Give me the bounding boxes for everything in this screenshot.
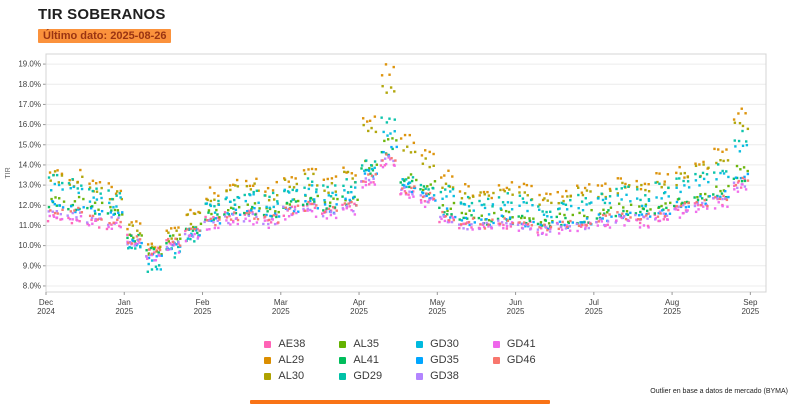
legend-label: GD35: [430, 354, 459, 366]
x-tick-label-year: 2025: [507, 307, 525, 316]
legend-marker-icon: [416, 356, 424, 364]
legend-label: GD46: [506, 354, 536, 366]
legend-item-al30: AL30: [264, 370, 305, 382]
source-caption: Outlier en base a datos de mercado (BYMA…: [650, 388, 788, 395]
legend: AE38 AL29 AL30 AL35 AL41 GD29 GD30 GD35 GD38 GD41…: [0, 338, 800, 382]
y-tick-label: 15.0%: [18, 140, 41, 149]
legend-item-ae38: AE38: [264, 338, 305, 350]
chart-title: TIR SOBERANOS: [38, 6, 166, 23]
cropped-footer-line: [250, 400, 550, 404]
y-tick-label: 12.0%: [18, 201, 41, 210]
legend-item-al35: AL35: [339, 338, 382, 350]
x-tick-label-year: 2025: [428, 307, 446, 316]
x-tick-label-year: 2025: [272, 307, 290, 316]
x-tick-label-year: 2025: [585, 307, 603, 316]
legend-label: GD38: [430, 370, 459, 382]
scatter-plot-area: 8.0% 9.0% 10.0% 11.0% 12.0% 13.0% 14.0% 15.0% 16…: [0, 44, 800, 334]
legend-item-al41: AL41: [339, 354, 382, 366]
x-tick-label: Jul: [589, 298, 599, 307]
legend-marker-icon: [416, 340, 424, 348]
y-tick-label: 10.0%: [18, 241, 41, 250]
y-tick-label: 18.0%: [18, 80, 41, 89]
legend-marker-icon: [264, 340, 272, 348]
points-series-GD46: [49, 153, 750, 256]
legend-item-gd46: GD46: [492, 354, 536, 366]
legend-marker-icon: [264, 356, 272, 364]
x-tick-label: May: [430, 298, 445, 307]
x-tick-label: Aug: [665, 298, 679, 307]
chart-header: TIR SOBERANOS Último dato: 2025-08-26: [0, 0, 800, 44]
legend-marker-icon: [339, 340, 347, 348]
legend-label: AL30: [278, 370, 305, 382]
x-tick-label-year: 2025: [194, 307, 212, 316]
y-tick-label: 9.0%: [23, 261, 41, 270]
legend-label: GD41: [506, 338, 536, 350]
x-tick-label-year: 2024: [37, 307, 55, 316]
legend-label: AL29: [278, 354, 305, 366]
y-tick-label: 13.0%: [18, 181, 41, 190]
legend-item-gd38: GD38: [416, 370, 459, 382]
x-tick-label-year: 2025: [115, 307, 133, 316]
legend-marker-icon: [492, 340, 500, 348]
points-series-GD35: [51, 145, 750, 260]
y-tick-label: 16.0%: [18, 120, 41, 129]
x-tick-label: Apr: [353, 298, 366, 307]
y-tick-label: 11.0%: [19, 221, 41, 230]
plot-panel-border: [45, 53, 767, 293]
legend-item-gd29: GD29: [339, 370, 382, 382]
legend-marker-icon: [492, 356, 500, 364]
points-series-GD41: [48, 158, 748, 262]
legend-label: AE38: [278, 338, 306, 350]
legend-marker-icon: [416, 372, 424, 380]
legend-label: GD30: [430, 338, 459, 350]
y-tick-label: 8.0%: [23, 281, 41, 290]
x-tick-label-year: 2025: [350, 307, 368, 316]
legend-item-al29: AL29: [264, 354, 305, 366]
x-tick-label: Feb: [196, 298, 210, 307]
x-tick-label-year: 2025: [741, 307, 759, 316]
legend-label: AL41: [353, 354, 380, 366]
legend-label: GD29: [353, 370, 383, 382]
y-tick-label: 17.0%: [18, 100, 41, 109]
legend-marker-icon: [339, 356, 347, 364]
x-axis-tick-labels: Dec2024Jan2025Feb2025Mar2025Apr2025May20…: [37, 292, 760, 316]
legend-marker-icon: [264, 372, 272, 380]
points-series-AL29: [48, 63, 747, 250]
y-axis-title: TIR: [5, 167, 12, 178]
y-tick-label: 14.0%: [18, 160, 41, 169]
legend-label: AL35: [353, 338, 380, 350]
points-series-AL30: [49, 84, 750, 256]
x-tick-label: Sep: [743, 298, 758, 307]
x-tick-label: Mar: [274, 298, 288, 307]
y-axis-tick-labels: 8.0% 9.0% 10.0% 11.0% 12.0% 13.0% 14.0% 15.0% 16…: [18, 60, 46, 290]
scatter-plot-svg: 8.0% 9.0% 10.0% 11.0% 12.0% 13.0% 14.0% 15.0% 16…: [5, 53, 767, 316]
y-tick-label: 19.0%: [18, 60, 41, 69]
x-tick-label: Jun: [509, 298, 522, 307]
legend-item-gd35: GD35: [416, 354, 459, 366]
legend-item-gd30: GD30: [416, 338, 459, 350]
x-tick-label: Jan: [118, 298, 131, 307]
legend-item-gd41: GD41: [492, 338, 536, 350]
x-tick-label-year: 2025: [663, 307, 681, 316]
chart-subtitle: Último dato: 2025-08-26: [38, 29, 172, 43]
gridlines: [46, 63, 766, 287]
x-tick-label: Dec: [39, 298, 53, 307]
legend-marker-icon: [339, 372, 347, 380]
